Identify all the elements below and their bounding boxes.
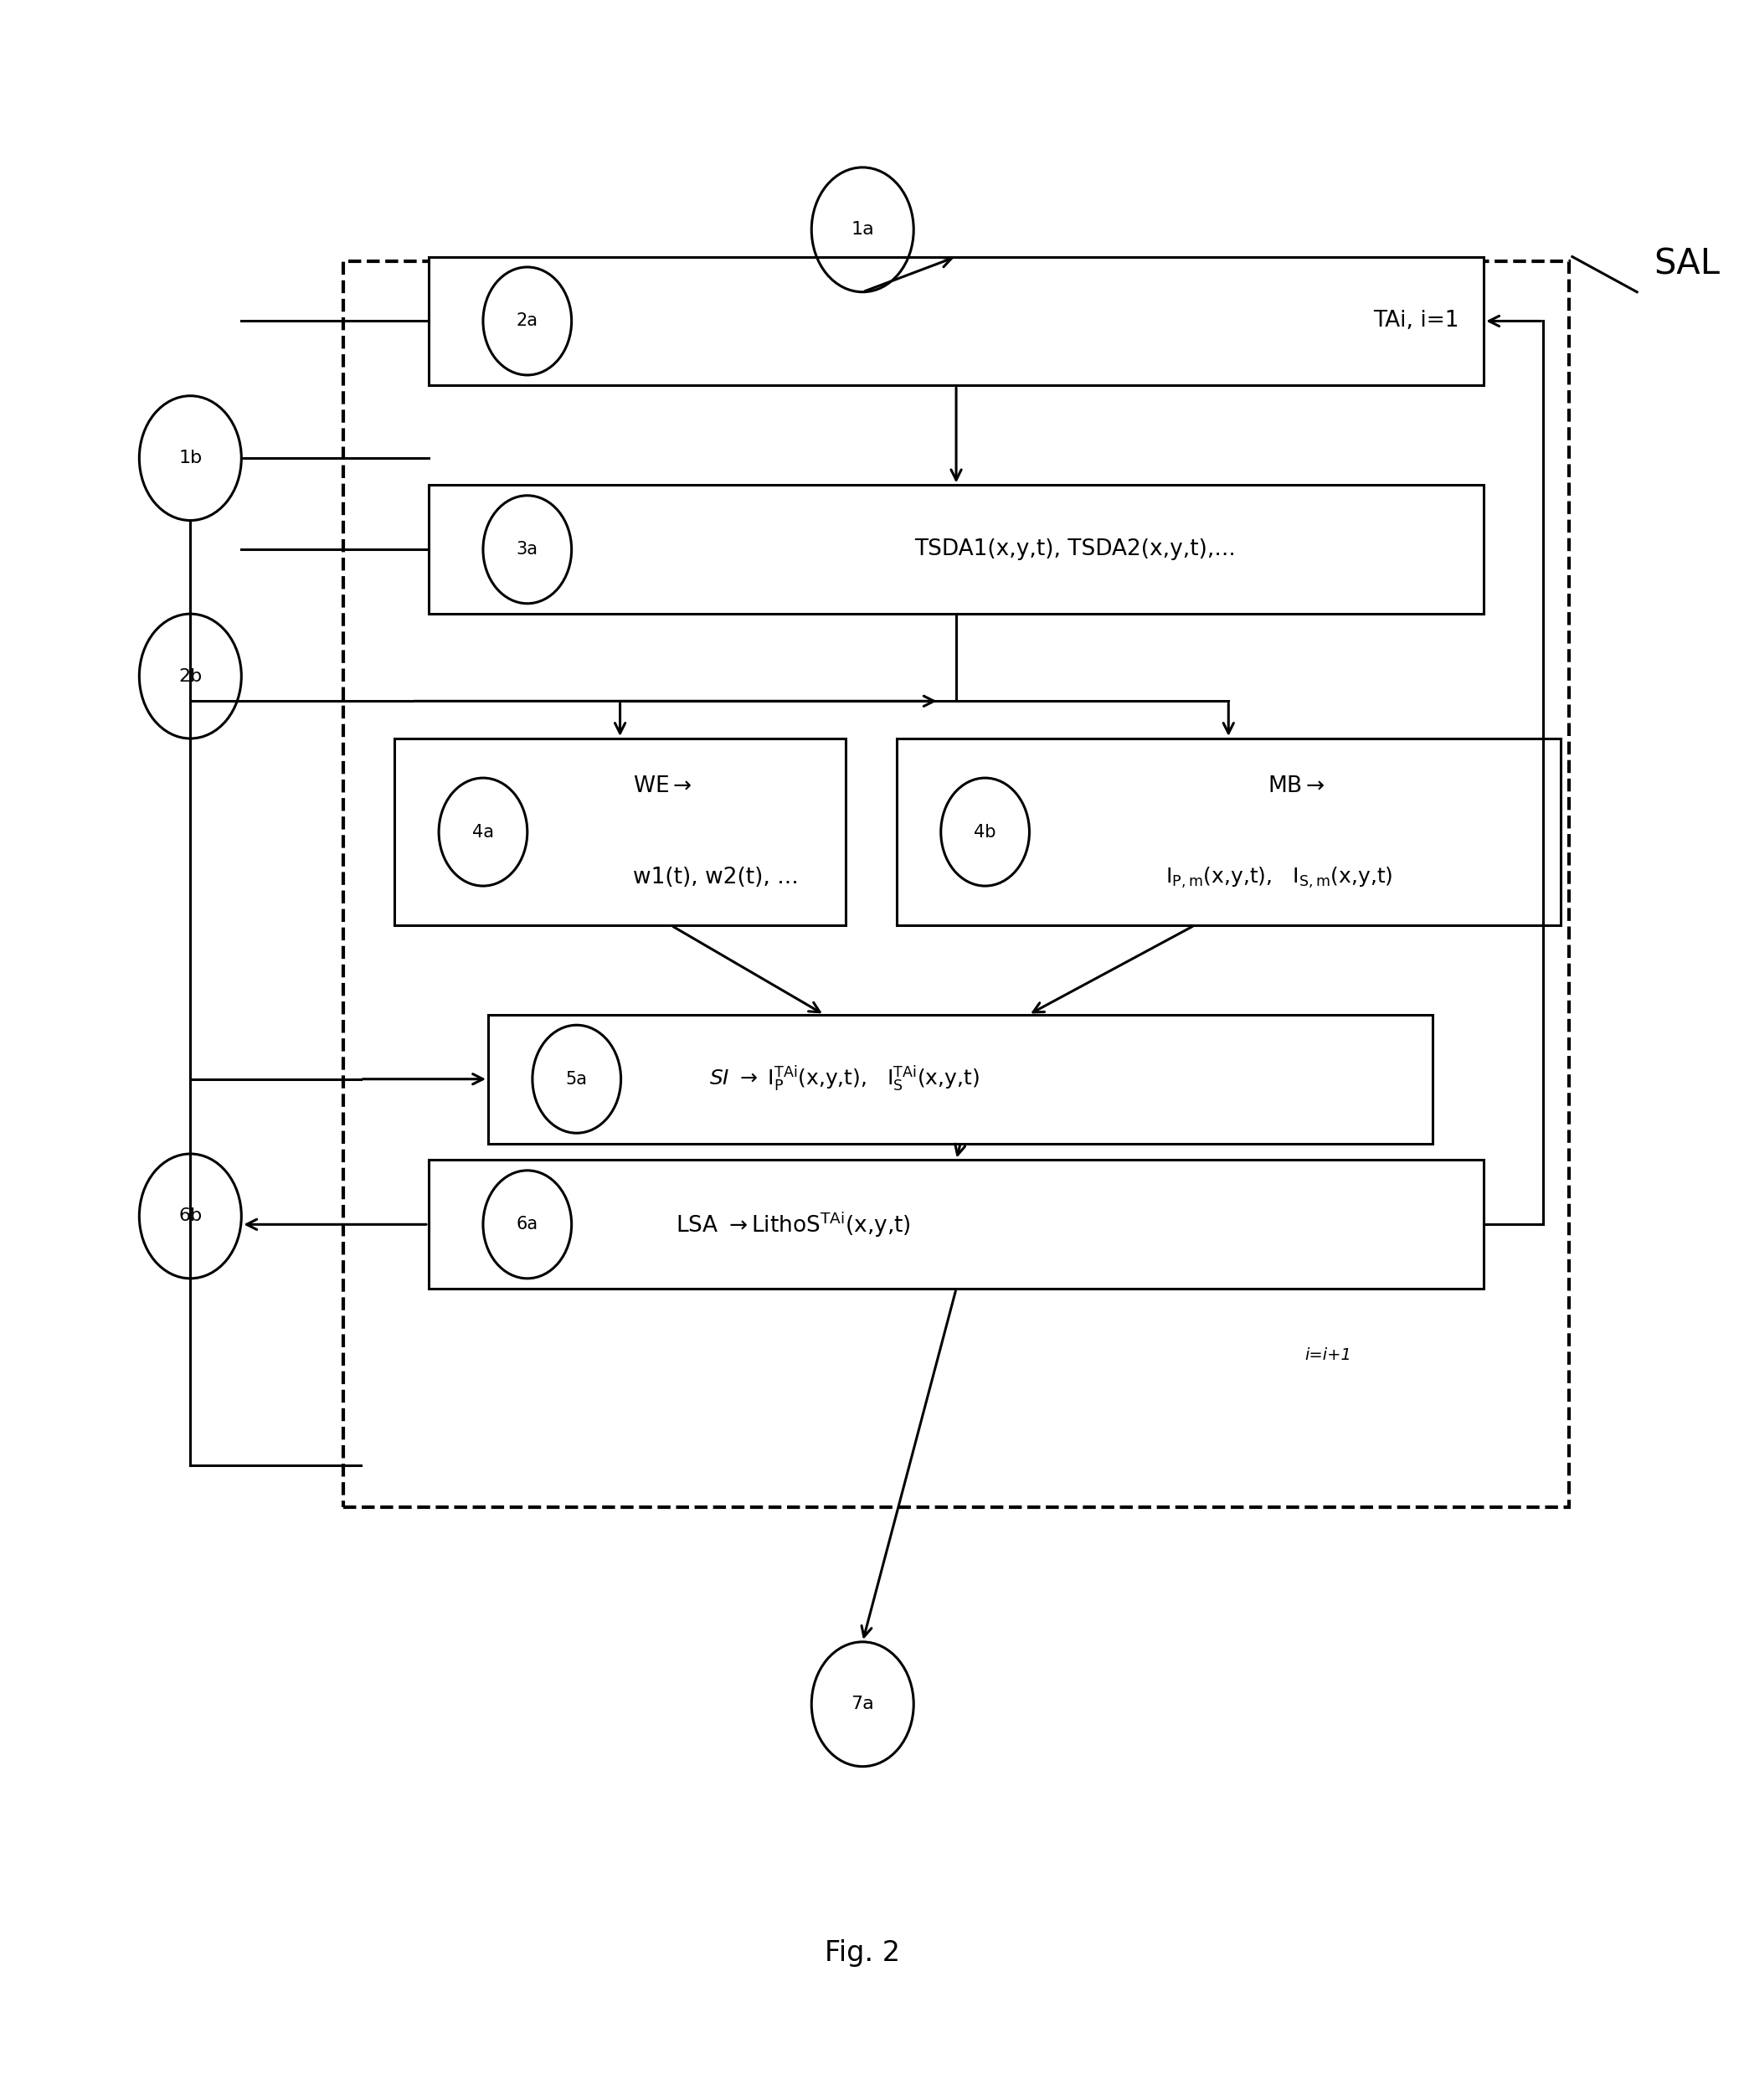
Bar	[896, 739, 1561, 926]
Text: i=i+1: i=i+1	[1305, 1346, 1352, 1363]
Text: 7a: 7a	[851, 1697, 874, 1712]
Text: 1a: 1a	[851, 220, 874, 237]
Text: 6b: 6b	[178, 1208, 202, 1224]
Text: LSA $\rightarrow$LithoS$^{\mathregular{TAi}}$(x,y,t): LSA $\rightarrow$LithoS$^{\mathregular{T…	[675, 1210, 910, 1239]
Text: TAi, i=1: TAi, i=1	[1373, 311, 1458, 332]
Text: I$_{\mathregular{P,m}}$(x,y,t),   I$_{\mathregular{S,m}}$(x,y,t): I$_{\mathregular{P,m}}$(x,y,t), I$_{\mat…	[1165, 865, 1393, 890]
Text: 1b: 1b	[178, 449, 202, 466]
Text: 2a: 2a	[516, 313, 539, 330]
Bar	[344, 260, 1570, 1508]
Text: 4b: 4b	[975, 823, 996, 840]
Text: 2b: 2b	[178, 668, 202, 685]
Text: 4a: 4a	[473, 823, 494, 840]
Text: WE$\rightarrow$: WE$\rightarrow$	[633, 775, 692, 798]
Bar	[429, 1159, 1484, 1289]
Text: TSDA1(x,y,t), TSDA2(x,y,t),...: TSDA1(x,y,t), TSDA2(x,y,t),...	[914, 538, 1236, 561]
Bar	[429, 485, 1484, 613]
Text: MB$\rightarrow$: MB$\rightarrow$	[1268, 775, 1325, 798]
Text: Fig. 2: Fig. 2	[825, 1940, 900, 1968]
Bar	[394, 739, 846, 926]
Bar	[488, 1014, 1434, 1145]
Text: SAL: SAL	[1653, 246, 1720, 281]
Bar	[429, 256, 1484, 386]
Text: w1(t), w2(t), ...: w1(t), w2(t), ...	[633, 867, 799, 888]
Text: 6a: 6a	[516, 1216, 539, 1233]
Text: 5a: 5a	[565, 1071, 588, 1088]
Text: 3a: 3a	[516, 542, 539, 559]
Text: $\mathit{SI}$ $\rightarrow$ I$_{\mathregular{P}}^{\mathregular{TAi}}$(x,y,t),   : $\mathit{SI}$ $\rightarrow$ I$_{\mathreg…	[710, 1065, 980, 1094]
